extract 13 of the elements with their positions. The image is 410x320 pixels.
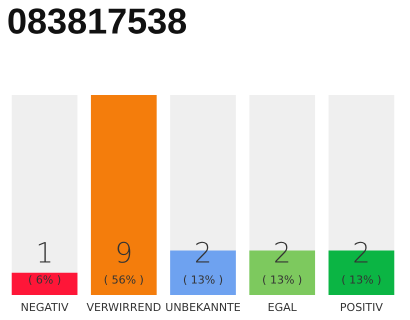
annotation: ( 13% ) [341, 274, 382, 286]
x-tick-label: NEGATIV [20, 301, 69, 314]
chart-title: 083817538 [7, 0, 188, 42]
annotation: ( 56% ) [104, 274, 144, 286]
annotation: ( 13% ) [182, 274, 224, 286]
data-label: 1 [36, 236, 54, 270]
x-tick-label: UNBEKANNTE [165, 301, 241, 314]
x-tick-label: EGAL [268, 301, 298, 314]
annotation: ( 6% ) [28, 274, 62, 286]
x-tick-label: POSITIV [340, 301, 384, 314]
annotation: ( 13% ) [262, 274, 302, 286]
x-tick-label: VERWIRREND [86, 301, 162, 314]
data-label: 9 [114, 236, 133, 270]
